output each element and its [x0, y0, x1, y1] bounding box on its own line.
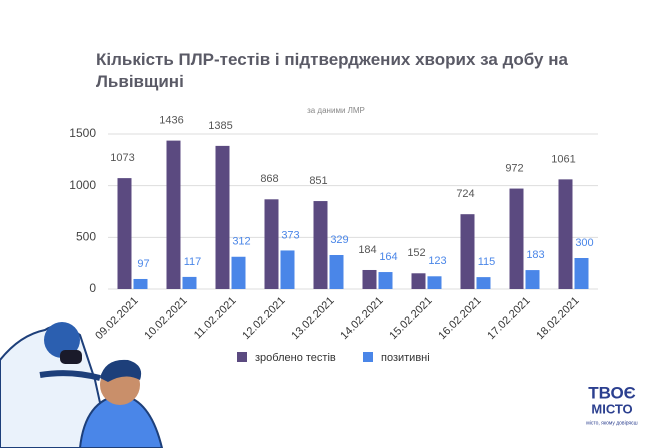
- data-label: 97: [137, 258, 149, 270]
- bar: [264, 199, 279, 289]
- chart-subtitle: за даними ЛМР: [307, 106, 365, 115]
- bar: [525, 270, 540, 289]
- data-label: 851: [309, 175, 327, 187]
- legend-swatch: [237, 352, 247, 362]
- bar: [313, 201, 328, 289]
- data-label: 1385: [208, 120, 232, 132]
- bar: [509, 188, 524, 289]
- bar: [117, 178, 132, 289]
- data-label: 868: [260, 173, 278, 185]
- bar: [427, 276, 442, 289]
- data-label: 183: [526, 249, 544, 261]
- data-label: 184: [358, 244, 376, 256]
- bar: [411, 273, 426, 289]
- logo-tagline: місто, якому довіряєш: [586, 420, 637, 426]
- data-label: 1061: [551, 153, 575, 165]
- y-tick-label: 1500: [69, 126, 96, 140]
- bar: [558, 179, 573, 289]
- bar: [378, 272, 393, 289]
- data-label: 117: [184, 256, 202, 268]
- legend-label: зроблено тестів: [255, 352, 336, 364]
- bar: [215, 145, 230, 289]
- bar: [329, 255, 344, 289]
- bar: [166, 140, 181, 289]
- y-tick-label: 1000: [69, 178, 96, 192]
- logo-text: МІСТО: [591, 401, 632, 416]
- bar: [133, 278, 148, 289]
- bar: [362, 269, 377, 289]
- data-label: 164: [379, 251, 397, 263]
- data-label: 724: [456, 188, 474, 200]
- y-tick-label: 0: [89, 281, 96, 295]
- legend-swatch: [363, 352, 373, 362]
- data-label: 1073: [110, 152, 134, 164]
- chart-title-line: Кількість ПЛР-тестів і підтверджених хво…: [96, 50, 568, 91]
- logo-text: ТВОЄ: [588, 383, 636, 402]
- data-label: 300: [575, 237, 593, 249]
- illustration: [0, 322, 164, 448]
- legend-label: позитивні: [381, 352, 430, 364]
- y-tick-label: 500: [76, 230, 96, 244]
- data-label: 152: [407, 247, 425, 259]
- bar: [574, 258, 589, 289]
- data-label: 972: [505, 162, 523, 174]
- data-label: 123: [428, 255, 446, 267]
- bar: [231, 256, 246, 289]
- data-label: 312: [232, 236, 250, 248]
- data-label: 115: [478, 256, 496, 268]
- bar: [182, 276, 197, 289]
- bar: [476, 277, 491, 289]
- data-label: 373: [281, 229, 299, 241]
- data-label: 1436: [159, 115, 183, 127]
- bar: [280, 250, 295, 289]
- data-label: 329: [330, 234, 348, 246]
- logo: ТВОЄ МІСТО місто, якому довіряєш: [586, 383, 637, 426]
- bar: [460, 214, 475, 289]
